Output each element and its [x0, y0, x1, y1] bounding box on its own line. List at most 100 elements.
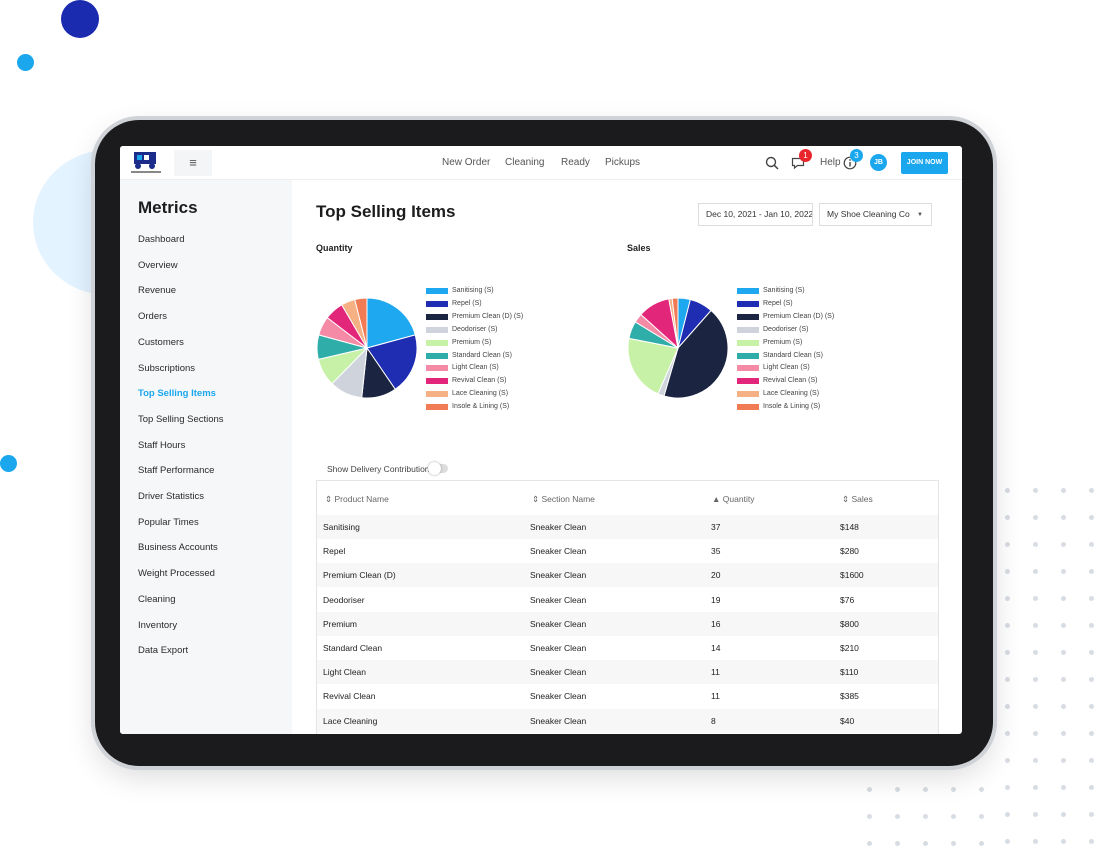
decor-dot: [1089, 569, 1094, 574]
cell-product: Premium: [323, 618, 358, 629]
search-icon[interactable]: [765, 156, 779, 170]
column-header-label: Sales: [851, 494, 873, 504]
pie-slice[interactable]: [354, 297, 368, 349]
legend-swatch: [737, 365, 759, 372]
pie-slice[interactable]: [627, 337, 679, 395]
sidebar-item-data-export[interactable]: Data Export: [138, 645, 189, 657]
nav-pickups[interactable]: Pickups: [605, 157, 641, 168]
decor-dot: [1061, 542, 1066, 547]
sidebar-item-inventory[interactable]: Inventory: [138, 619, 178, 631]
column-header-label: Quantity: [722, 494, 755, 504]
sort-icon[interactable]: ⇕: [842, 494, 850, 504]
table-row[interactable]: Repel Sneaker Clean 35 $280: [317, 539, 938, 563]
sidebar-item-overview[interactable]: Overview: [138, 259, 178, 271]
join-now-button[interactable]: JOIN NOW: [901, 152, 948, 174]
pie-slice[interactable]: [366, 297, 416, 349]
decor-dot: [951, 814, 956, 819]
pie-slice[interactable]: [366, 334, 418, 390]
decor-dot: [1033, 623, 1038, 628]
sidebar-item-weight-processed[interactable]: Weight Processed: [138, 568, 215, 580]
decor-dot: [1033, 569, 1038, 574]
sidebar-item-popular-times[interactable]: Popular Times: [138, 516, 199, 528]
cell-section: Sneaker Clean: [530, 643, 587, 653]
decor-dot: [1061, 812, 1066, 817]
legend-swatch: [737, 352, 759, 359]
sidebar-item-revenue[interactable]: Revenue: [138, 285, 177, 297]
page-title: Top Selling Items: [316, 202, 456, 221]
table-row[interactable]: Premium Clean (D) Sneaker Clean 20 $1600: [317, 563, 938, 588]
sidebar-item-cleaning[interactable]: Cleaning: [138, 593, 176, 605]
shop-select[interactable]: My Shoe Cleaning Co: [819, 203, 932, 226]
decor-dot: [923, 814, 928, 819]
cell-quantity: 11: [711, 691, 720, 702]
decor-dot: [1005, 812, 1010, 817]
date-range-picker[interactable]: Dec 10, 2021 - Jan 10, 2022: [698, 203, 813, 226]
help-link[interactable]: Help: [820, 157, 841, 168]
decor-dot: [1005, 623, 1010, 628]
decor-dot: [1061, 623, 1066, 628]
brand-logo-icon[interactable]: [128, 150, 164, 176]
decor-dot: [1089, 596, 1094, 601]
decor-dot: [1033, 542, 1038, 547]
cell-section: Sneaker Clean: [530, 522, 587, 532]
decor-dot: [1033, 731, 1038, 736]
table-row[interactable]: Revival Clean Sneaker Clean 11 $385: [317, 684, 938, 708]
sidebar-item-customers[interactable]: Customers: [138, 336, 184, 348]
legend-swatch: [737, 391, 759, 398]
legend-swatch: [737, 404, 759, 411]
legend-label: Revival Clean (S): [452, 377, 507, 385]
decor-dot: [1033, 758, 1038, 763]
decor-dot: [1061, 785, 1066, 790]
decor-dot: [1005, 704, 1010, 709]
hamburger-menu-button[interactable]: ≡: [174, 150, 212, 176]
sidebar-item-staff-performance[interactable]: Staff Performance: [138, 465, 215, 477]
table-row[interactable]: Sanitising Sneaker Clean 37 $148: [317, 515, 938, 539]
sidebar-item-orders[interactable]: Orders: [138, 311, 168, 323]
sidebar-item-top-selling-items[interactable]: Top Selling Items: [138, 388, 216, 400]
decor-dot: [1033, 839, 1038, 844]
sales-chart-title: Sales: [627, 243, 651, 253]
legend-swatch: [426, 365, 448, 372]
cell-sales: $148: [840, 522, 859, 532]
sort-asc-icon[interactable]: ▲: [712, 494, 721, 504]
decor-circle-dark: [61, 0, 99, 38]
user-avatar[interactable]: JB: [870, 154, 887, 171]
table-row[interactable]: Deodoriser Sneaker Clean 19 $76: [317, 588, 938, 612]
sidebar-item-subscriptions[interactable]: Subscriptions: [138, 362, 196, 374]
legend-swatch: [426, 339, 448, 346]
table-row[interactable]: Light Clean Sneaker Clean 11 $110: [317, 660, 938, 685]
sidebar-item-staff-hours[interactable]: Staff Hours: [138, 439, 186, 451]
legend-label: Sanitising (S): [452, 287, 494, 294]
decor-dot: [867, 841, 872, 846]
column-header-section[interactable]: ⇕ Section Name: [532, 494, 595, 505]
sort-icon[interactable]: ⇕: [532, 494, 540, 504]
legend-label: Deodoriser (S): [763, 325, 809, 333]
sidebar-item-dashboard[interactable]: Dashboard: [138, 234, 185, 245]
help-badge: 3: [850, 149, 863, 162]
pie-slice[interactable]: [671, 297, 679, 349]
nav-cleaning[interactable]: Cleaning: [505, 157, 545, 168]
sidebar: Metrics Dashboard Overview Revenue Orders Cu…: [120, 180, 292, 734]
decor-dot: [1005, 515, 1010, 520]
column-header-quantity[interactable]: ▲ Quantity: [712, 494, 754, 504]
sort-icon[interactable]: ⇕: [325, 494, 333, 504]
column-header-sales[interactable]: ⇕ Sales: [842, 494, 873, 505]
sidebar-item-driver-statistics[interactable]: Driver Statistics: [138, 491, 204, 502]
decor-dot: [923, 787, 928, 792]
column-header-product[interactable]: ⇕ Product Name: [325, 494, 389, 505]
sidebar-item-top-selling-sections[interactable]: Top Selling Sections: [138, 413, 224, 425]
decor-dot: [951, 787, 956, 792]
nav-ready[interactable]: Ready: [561, 157, 590, 168]
sidebar-title: Metrics: [138, 198, 198, 217]
table-row[interactable]: Standard Clean Sneaker Clean 14 $210: [317, 636, 938, 660]
table-row[interactable]: Premium Sneaker Clean 16 $800: [317, 611, 938, 636]
legend-label: Standard Clean (S): [452, 351, 512, 359]
sidebar-item-business-accounts[interactable]: Business Accounts: [138, 542, 218, 554]
legend-swatch: [426, 313, 448, 320]
toggle-knob[interactable]: [428, 462, 441, 475]
nav-new-order[interactable]: New Order: [442, 157, 491, 168]
decor-dot: [1089, 731, 1094, 736]
cell-product: Revival Clean: [323, 691, 376, 702]
table-row[interactable]: Lace Cleaning Sneaker Clean 8 $40: [317, 708, 938, 733]
pie-slice[interactable]: [663, 309, 729, 399]
